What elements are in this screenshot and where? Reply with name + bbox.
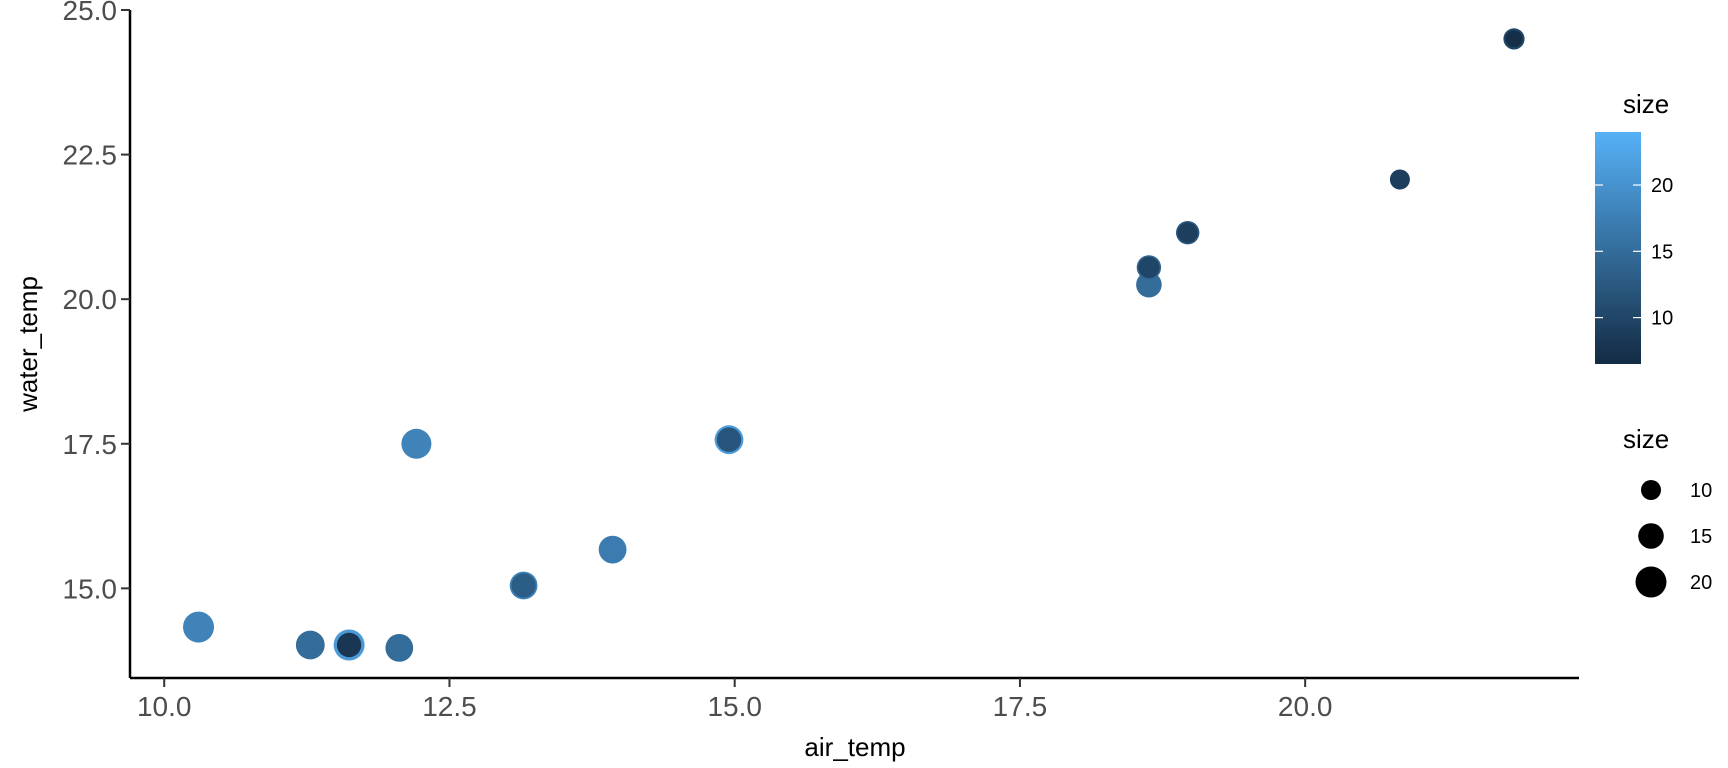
- x-tick-label: 20.0: [1278, 691, 1333, 722]
- size-legend-title: size: [1623, 424, 1669, 454]
- scatter-point: [336, 632, 362, 658]
- x-tick-label: 12.5: [422, 691, 477, 722]
- scatter-point: [1389, 169, 1410, 190]
- x-axis-ticks: 10.0 12.5 15.0 17.5 20.0: [137, 678, 1332, 722]
- scatter-point: [598, 535, 627, 564]
- size-legend-label: 15: [1690, 526, 1712, 548]
- scatter-point: [1505, 30, 1523, 48]
- size-legend-key: [1641, 480, 1661, 500]
- size-legend-label: 20: [1690, 572, 1712, 594]
- scatter-point: [1177, 222, 1198, 243]
- color-legend: size 10 15 20: [1595, 89, 1673, 364]
- y-tick-label: 20.0: [63, 284, 118, 315]
- y-tick-label: 17.5: [63, 429, 118, 460]
- plot-area: [183, 28, 1525, 662]
- colorbar: [1595, 132, 1641, 364]
- y-tick-label: 15.0: [63, 573, 118, 604]
- x-axis-title: air_temp: [804, 732, 905, 762]
- x-tick-label: 10.0: [137, 691, 192, 722]
- x-tick-label: 15.0: [707, 691, 762, 722]
- scatter-point: [401, 428, 432, 459]
- size-legend-key: [1638, 523, 1664, 549]
- y-axis-ticks: 15.0 17.5 20.0 22.5 25.0: [63, 0, 130, 604]
- size-legend-label: 10: [1690, 480, 1712, 502]
- colorbar-tick-label: 10: [1651, 308, 1673, 330]
- y-tick-label: 25.0: [63, 0, 118, 26]
- scatter-point: [511, 573, 536, 598]
- scatter-point: [716, 427, 742, 452]
- colorbar-tick-label: 15: [1651, 241, 1673, 263]
- x-tick-label: 17.5: [993, 691, 1048, 722]
- y-axis-title: water_temp: [13, 276, 43, 413]
- scatter-point: [385, 634, 414, 662]
- scatter-point: [1138, 256, 1160, 278]
- scatter-point: [1136, 271, 1162, 298]
- colorbar-tick-label: 20: [1651, 175, 1673, 197]
- scatter-point: [183, 611, 214, 643]
- scatter-point: [295, 630, 325, 660]
- colorbar-ticks: 10 15 20: [1595, 175, 1673, 330]
- color-legend-title: size: [1623, 89, 1669, 119]
- size-legend: size 10 15 20: [1623, 424, 1712, 598]
- size-legend-keys: 10 15 20: [1635, 480, 1712, 598]
- y-tick-label: 22.5: [63, 140, 118, 171]
- size-legend-key: [1635, 566, 1667, 598]
